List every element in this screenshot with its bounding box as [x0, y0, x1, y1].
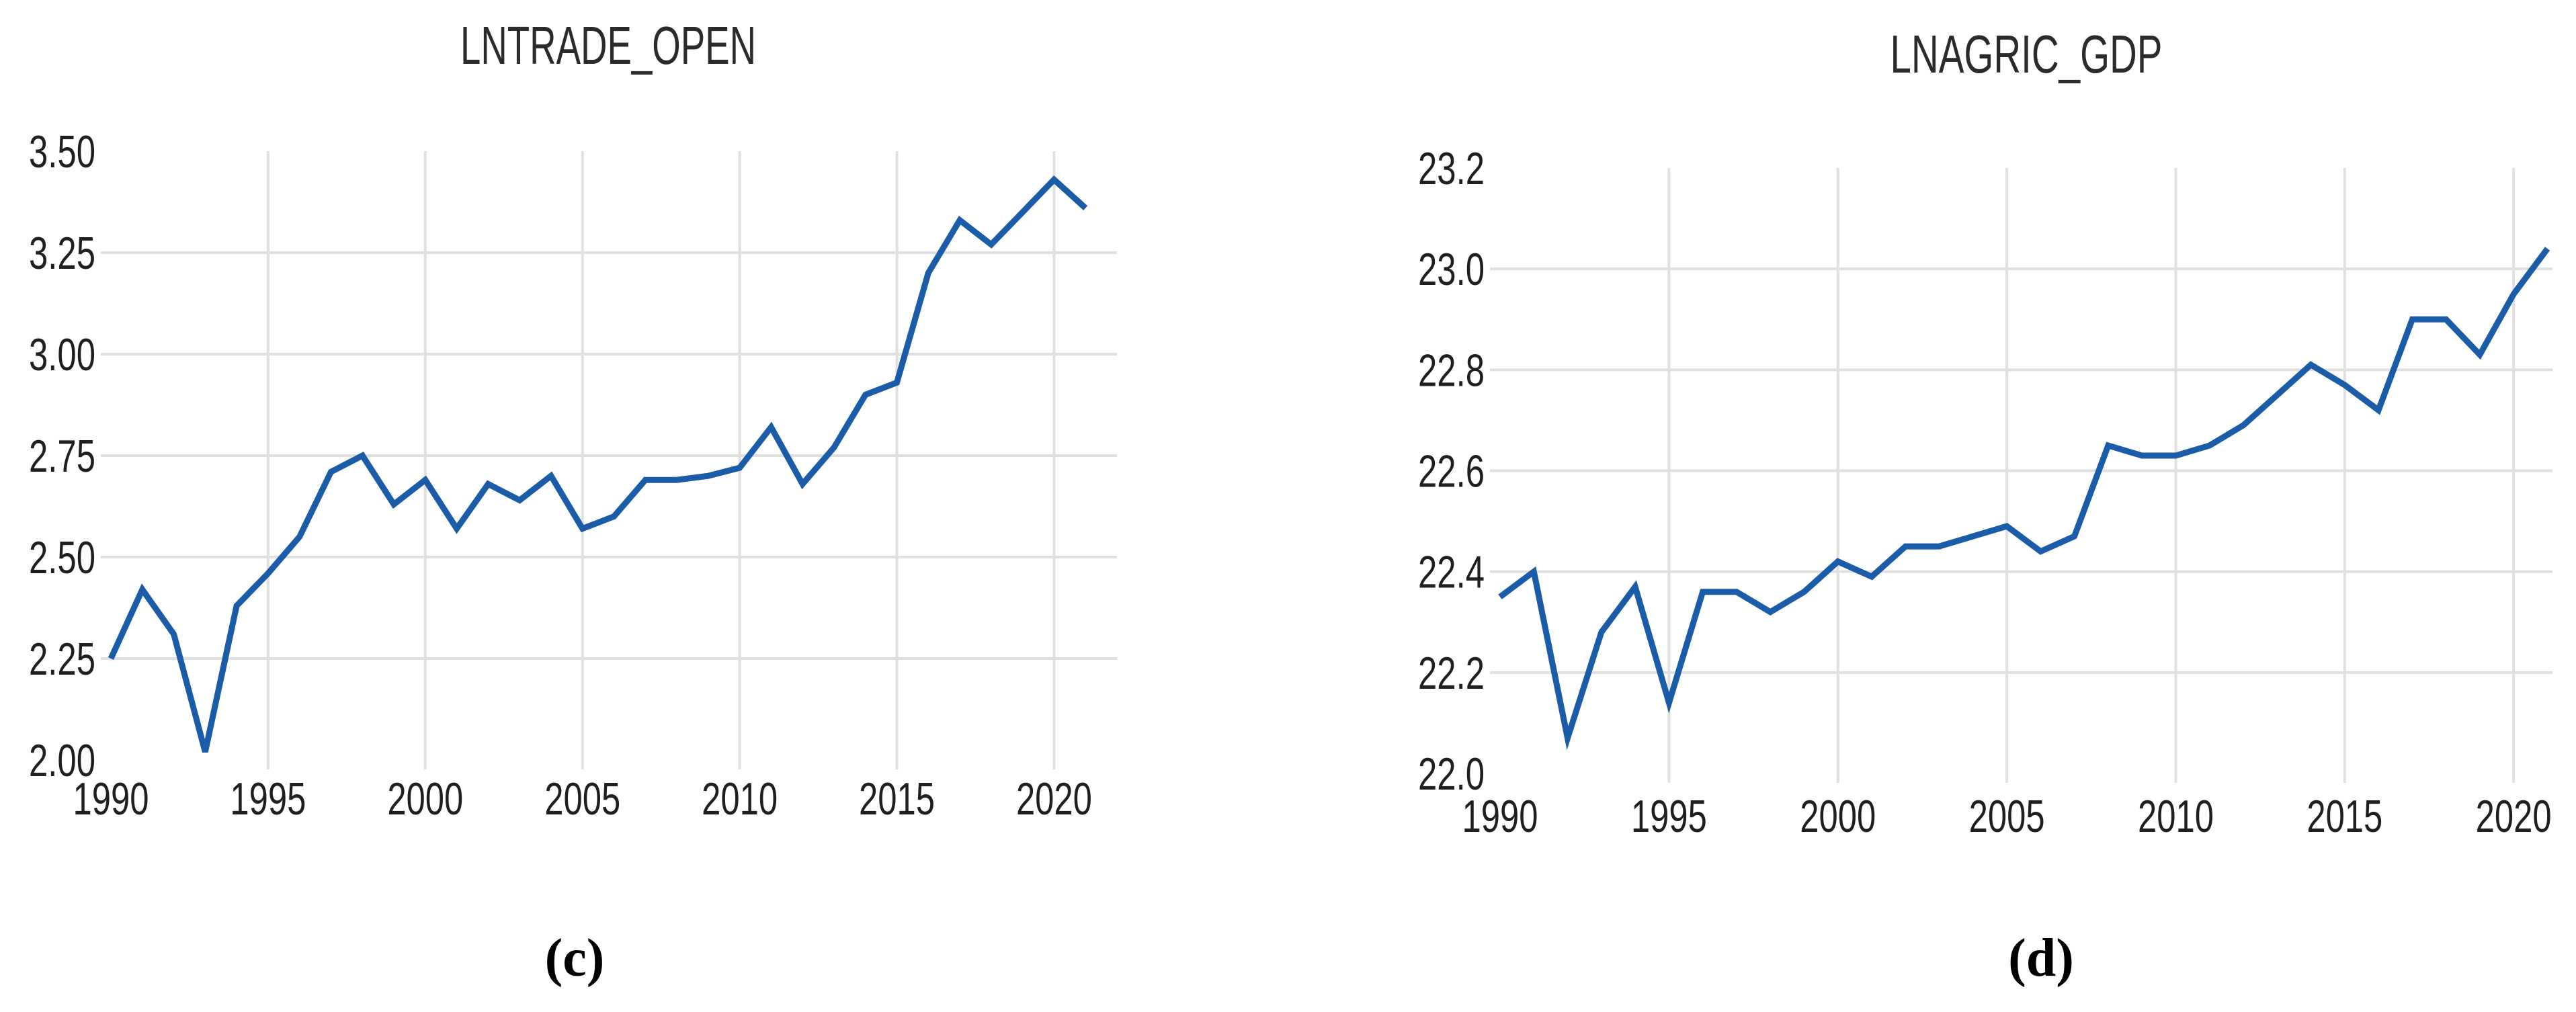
- x-tick-label: 2005: [544, 773, 620, 825]
- x-tick-label: 2010: [2138, 791, 2214, 842]
- x-tick-label: 2015: [2307, 791, 2382, 842]
- chart-title: LNTRADE_OPEN: [460, 15, 756, 75]
- chart-title: LNAGRIC_GDP: [1891, 24, 2163, 84]
- y-tick-label: 22.8: [1418, 345, 1485, 396]
- y-tick-label: 22.0: [1418, 749, 1485, 800]
- y-tick-label: 22.6: [1418, 446, 1485, 497]
- y-tick-label: 3.25: [29, 228, 95, 279]
- lnagric-gdp-chart: 22.0 22.2 22.4 22.6 22.8 23.0 23.2 1990 1995 2000…: [1418, 24, 2552, 988]
- data-line: [1498, 247, 2550, 751]
- y-tick-label: 23.2: [1418, 143, 1485, 194]
- y-tick-label: 3.00: [29, 329, 95, 380]
- lntrade-open-chart: 2.00 2.25 2.50 2.75 3.00 3.25 3.50 1990 1995 2000…: [29, 15, 1117, 988]
- chart-caption: (c): [545, 929, 605, 988]
- y-tick-label: 3.50: [29, 126, 95, 177]
- x-tick-label: 1995: [1631, 791, 1707, 842]
- plot-area: 22.0 22.2 22.4 22.6 22.8 23.0 23.2 1990 1995 2000…: [1418, 143, 2552, 842]
- x-tick-label: 2000: [387, 773, 463, 825]
- y-tick-label: 2.75: [29, 431, 95, 482]
- x-tick-label: 2010: [702, 773, 778, 825]
- y-tick-label: 22.2: [1418, 648, 1485, 699]
- y-tick-label: 22.4: [1418, 547, 1485, 598]
- y-tick-label: 2.00: [29, 735, 95, 786]
- x-tick-label: 1990: [73, 773, 149, 825]
- x-tick-label: 2005: [1969, 791, 2045, 842]
- data-line: [108, 175, 1088, 753]
- x-tick-label: 2015: [859, 773, 935, 825]
- x-tick-label: 1990: [1462, 791, 1538, 842]
- y-tick-label: 2.50: [29, 532, 95, 583]
- plot-area: 2.00 2.25 2.50 2.75 3.00 3.25 3.50 1990 1995 2000…: [29, 126, 1117, 825]
- x-tick-label: 2020: [2476, 791, 2552, 842]
- x-tick-label: 2000: [1800, 791, 1876, 842]
- x-tick-label: 1995: [230, 773, 306, 825]
- y-tick-label: 2.25: [29, 634, 95, 685]
- chart-caption: (d): [2008, 929, 2074, 988]
- x-tick-label: 2020: [1016, 773, 1092, 825]
- y-tick-label: 23.0: [1418, 244, 1485, 295]
